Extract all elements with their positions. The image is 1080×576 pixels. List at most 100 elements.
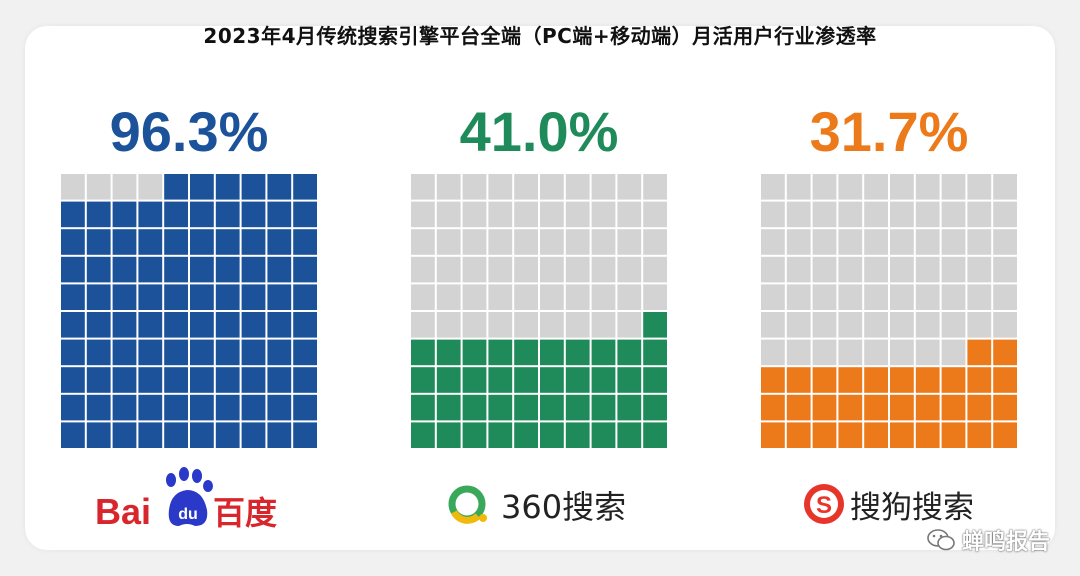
empty-cell-2-1-6 bbox=[915, 201, 940, 228]
filled-cell-1-6-9 bbox=[643, 339, 667, 366]
empty-cell-1-2-8 bbox=[617, 229, 642, 255]
empty-cell-2-6-4 bbox=[864, 339, 888, 366]
filled-cell-0-4-0 bbox=[61, 284, 85, 310]
filled-cell-0-1-8 bbox=[267, 201, 292, 228]
filled-cell-2-7-2 bbox=[812, 367, 837, 393]
filled-cell-0-2-1 bbox=[86, 229, 111, 255]
empty-cell-1-4-3 bbox=[488, 284, 513, 310]
empty-cell-2-5-2 bbox=[812, 312, 837, 338]
filled-cell-2-8-3 bbox=[838, 394, 863, 421]
filled-cell-2-9-0 bbox=[761, 422, 785, 448]
filled-cell-2-6-8 bbox=[967, 339, 992, 366]
filled-cell-2-9-9 bbox=[993, 422, 1017, 448]
filled-cell-0-4-5 bbox=[190, 284, 214, 310]
filled-cell-0-5-1 bbox=[86, 312, 111, 338]
empty-cell-1-4-4 bbox=[514, 284, 538, 310]
filled-cell-0-3-9 bbox=[293, 256, 317, 283]
filled-cell-0-3-7 bbox=[241, 256, 266, 283]
empty-cell-2-2-8 bbox=[967, 229, 992, 255]
baidu-logo-latin: Bai bbox=[95, 491, 151, 532]
filled-cell-0-9-2 bbox=[112, 422, 137, 448]
filled-cell-1-9-2 bbox=[462, 422, 487, 448]
filled-cell-0-2-8 bbox=[267, 229, 292, 255]
empty-cell-2-0-0 bbox=[761, 174, 785, 200]
filled-cell-2-7-8 bbox=[967, 367, 992, 393]
filled-cell-0-7-8 bbox=[267, 367, 292, 393]
empty-cell-1-1-8 bbox=[617, 201, 642, 228]
empty-cell-1-3-9 bbox=[643, 256, 667, 283]
filled-cell-0-3-6 bbox=[215, 256, 240, 283]
empty-cell-1-1-2 bbox=[462, 201, 487, 228]
filled-cell-0-9-4 bbox=[164, 422, 188, 448]
empty-cell-2-5-6 bbox=[915, 312, 940, 338]
empty-cell-2-6-7 bbox=[941, 339, 966, 366]
filled-cell-1-6-3 bbox=[488, 339, 513, 366]
filled-cell-0-7-6 bbox=[215, 367, 240, 393]
empty-cell-2-3-9 bbox=[993, 256, 1017, 283]
filled-cell-0-5-8 bbox=[267, 312, 292, 338]
empty-cell-1-1-3 bbox=[488, 201, 513, 228]
filled-cell-1-9-0 bbox=[411, 422, 435, 448]
filled-cell-1-9-1 bbox=[436, 422, 461, 448]
empty-cell-1-2-1 bbox=[436, 229, 461, 255]
filled-cell-1-8-9 bbox=[643, 394, 667, 421]
empty-cell-2-6-1 bbox=[786, 339, 811, 366]
empty-cell-1-5-0 bbox=[411, 312, 435, 338]
filled-cell-1-7-1 bbox=[436, 367, 461, 393]
filled-cell-0-7-5 bbox=[190, 367, 214, 393]
filled-cell-0-6-5 bbox=[190, 339, 214, 366]
filled-cell-1-7-7 bbox=[591, 367, 616, 393]
filled-cell-0-2-6 bbox=[215, 229, 240, 255]
empty-cell-2-5-4 bbox=[864, 312, 888, 338]
filled-cell-1-6-4 bbox=[514, 339, 538, 366]
empty-cell-1-5-2 bbox=[462, 312, 487, 338]
filled-cell-1-9-7 bbox=[591, 422, 616, 448]
empty-cell-2-1-8 bbox=[967, 201, 992, 228]
filled-cell-0-6-1 bbox=[86, 339, 111, 366]
filled-cell-2-9-3 bbox=[838, 422, 863, 448]
filled-cell-1-8-4 bbox=[514, 394, 538, 421]
empty-cell-2-1-7 bbox=[941, 201, 966, 228]
filled-cell-2-8-7 bbox=[941, 394, 966, 421]
filled-cell-0-1-1 bbox=[86, 201, 111, 228]
filled-cell-2-7-9 bbox=[993, 367, 1017, 393]
filled-cell-1-7-2 bbox=[462, 367, 487, 393]
empty-cell-2-2-5 bbox=[890, 229, 914, 255]
filled-cell-1-9-5 bbox=[540, 422, 564, 448]
empty-cell-1-1-6 bbox=[565, 201, 590, 228]
empty-cell-1-5-6 bbox=[565, 312, 590, 338]
empty-cell-2-0-6 bbox=[915, 174, 940, 200]
360-waffle-chart bbox=[411, 174, 667, 448]
empty-cell-2-1-2 bbox=[812, 201, 837, 228]
filled-cell-2-9-1 bbox=[786, 422, 811, 448]
empty-cell-2-6-3 bbox=[838, 339, 863, 366]
filled-cell-1-9-9 bbox=[643, 422, 667, 448]
empty-cell-2-0-8 bbox=[967, 174, 992, 200]
filled-cell-1-9-4 bbox=[514, 422, 538, 448]
filled-cell-2-8-8 bbox=[967, 394, 992, 421]
360-logo-text: 360搜索 bbox=[501, 488, 626, 526]
baidu-logo-cn: 百度 bbox=[213, 494, 277, 532]
filled-cell-0-2-5 bbox=[190, 229, 214, 255]
filled-cell-0-4-7 bbox=[241, 284, 266, 310]
filled-cell-0-6-7 bbox=[241, 339, 266, 366]
baidu-logo-du: du bbox=[178, 506, 198, 523]
baidu-percentage-label: 96.3% bbox=[109, 100, 269, 163]
filled-cell-0-6-8 bbox=[267, 339, 292, 366]
watermark-text: 蝉鸣报告 bbox=[961, 530, 1050, 555]
filled-cell-1-6-1 bbox=[436, 339, 461, 366]
filled-cell-1-6-6 bbox=[565, 339, 590, 366]
filled-cell-1-6-0 bbox=[411, 339, 435, 366]
empty-cell-2-3-8 bbox=[967, 256, 992, 283]
empty-cell-2-1-1 bbox=[786, 201, 811, 228]
empty-cell-1-0-5 bbox=[540, 174, 564, 200]
filled-cell-0-8-2 bbox=[112, 394, 137, 421]
filled-cell-1-7-6 bbox=[565, 367, 590, 393]
filled-cell-2-8-5 bbox=[890, 394, 914, 421]
filled-cell-0-1-6 bbox=[215, 201, 240, 228]
filled-cell-1-8-0 bbox=[411, 394, 435, 421]
empty-cell-1-3-6 bbox=[565, 256, 590, 283]
filled-cell-0-5-9 bbox=[293, 312, 317, 338]
empty-cell-1-4-2 bbox=[462, 284, 487, 310]
filled-cell-0-0-5 bbox=[190, 174, 214, 200]
